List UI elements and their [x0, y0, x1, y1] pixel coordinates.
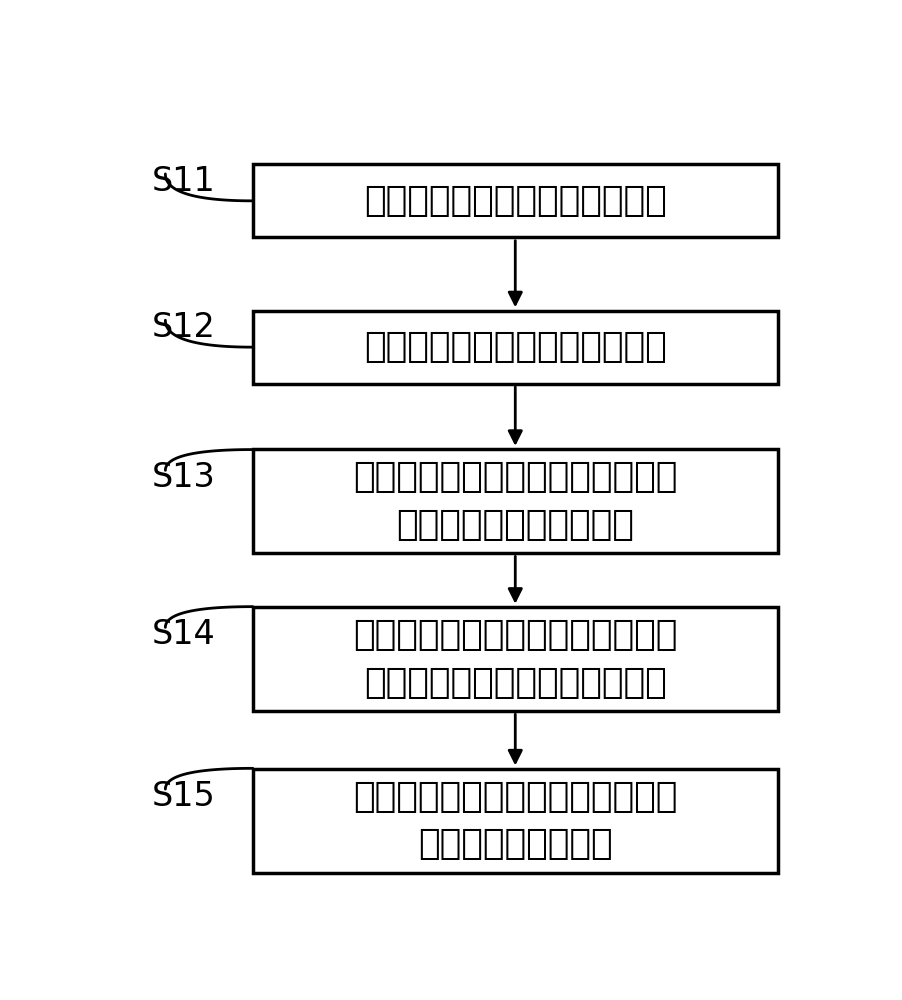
Text: S13: S13 — [152, 461, 215, 494]
FancyBboxPatch shape — [253, 449, 777, 553]
Text: 示波器获取控制命令，并根据控制
命令对信号波形进行调试: 示波器获取控制命令，并根据控制 命令对信号波形进行调试 — [353, 460, 676, 542]
FancyBboxPatch shape — [253, 164, 777, 237]
FancyBboxPatch shape — [253, 607, 777, 711]
Text: S15: S15 — [152, 780, 215, 813]
Text: S14: S14 — [152, 618, 215, 651]
FancyBboxPatch shape — [253, 769, 777, 873]
Text: 示波器获取待测服务器信号波形: 示波器获取待测服务器信号波形 — [364, 184, 666, 218]
Text: S12: S12 — [152, 311, 215, 344]
Text: 示波器基于调试结果获取测试数据
，并将测试数据发送至主控制器: 示波器基于调试结果获取测试数据 ，并将测试数据发送至主控制器 — [353, 618, 676, 700]
Text: S11: S11 — [152, 165, 215, 198]
FancyBboxPatch shape — [253, 311, 777, 384]
Text: 主控制器接收测试数据，并将测试
数据保存到数据库中: 主控制器接收测试数据，并将测试 数据保存到数据库中 — [353, 780, 676, 861]
Text: 主控制器向示波器发送控制命令: 主控制器向示波器发送控制命令 — [364, 330, 666, 364]
